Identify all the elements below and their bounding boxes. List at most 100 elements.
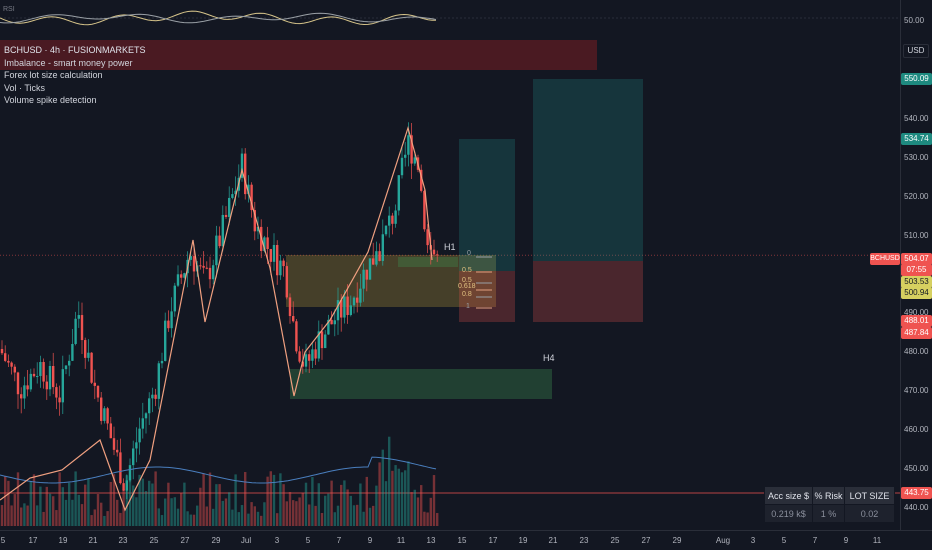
candle-body <box>384 225 388 235</box>
legend-indicator-vol[interactable]: Vol · Ticks <box>4 82 46 93</box>
price-tag-line: 443.75 <box>901 487 932 499</box>
volume-bar <box>285 501 288 526</box>
candle-body <box>7 360 10 363</box>
time-label: 21 <box>548 536 558 545</box>
zone-label-h4: H4 <box>543 353 555 363</box>
candle-body <box>32 373 36 377</box>
volume-bar <box>237 512 240 526</box>
volume-bar <box>205 506 208 526</box>
time-label: 13 <box>426 536 436 545</box>
candle-body <box>298 351 301 362</box>
time-label: 7 <box>336 536 342 545</box>
volume-bar <box>404 470 407 526</box>
time-label: 17 <box>28 536 38 545</box>
chart-area[interactable]: BCHUSD · 4h · FUSIONMARKETS Imbalance - … <box>0 0 900 530</box>
volume-bar <box>176 508 180 526</box>
volume-bar <box>39 486 42 526</box>
volume-bar <box>362 511 365 526</box>
volume-bar <box>10 505 13 526</box>
volume-bar <box>84 484 87 526</box>
candle-body <box>356 297 359 303</box>
volume-bar <box>23 503 26 526</box>
chart-canvas[interactable] <box>0 0 900 530</box>
candle-body <box>317 331 320 359</box>
lot-header-acc-size: Acc size $ <box>764 486 813 505</box>
lot-size-table: Acc size $ % Risk LOT SIZE 0.219 k$ 1 % … <box>764 486 895 523</box>
price-tag-sl1: 488.01 <box>901 315 932 327</box>
time-label: 19 <box>518 536 528 545</box>
time-label: 3 <box>274 536 280 545</box>
volume-bar <box>336 505 340 526</box>
candle-body <box>87 352 90 358</box>
chart-legend[interactable]: BCHUSD · 4h · FUSIONMARKETS Imbalance - … <box>4 44 146 107</box>
price-tick-540: 540.00 <box>904 114 929 123</box>
volume-bar <box>349 495 352 526</box>
volume-bar <box>423 511 426 526</box>
time-label: 23 <box>118 536 128 545</box>
candle-body <box>308 354 311 361</box>
volume-bar <box>13 494 16 526</box>
volume-bar <box>317 483 320 526</box>
candle-body <box>333 320 336 325</box>
candle-body <box>247 184 250 195</box>
volume-bar <box>330 480 333 526</box>
candle-body <box>250 184 253 211</box>
fib-label-1: 1 <box>466 303 470 310</box>
candle-body <box>397 175 400 211</box>
price-tick-520: 520.00 <box>904 192 929 201</box>
price-tick-490: 490.00 <box>904 308 929 317</box>
currency-button[interactable]: USD <box>903 44 929 58</box>
fib-label-0618: 0.618 <box>458 283 476 290</box>
candle-body <box>61 369 64 403</box>
candle-body <box>285 266 288 298</box>
long-position-target-1 <box>459 139 515 271</box>
volume-bar <box>138 474 141 526</box>
candle-body <box>343 296 346 318</box>
candle-body <box>394 210 397 224</box>
candle-body <box>122 483 125 491</box>
legend-indicator-volume-spike[interactable]: Volume spike detection <box>4 95 97 106</box>
volume-bar <box>96 494 100 526</box>
candle-body <box>276 244 279 276</box>
candle-body <box>263 237 266 251</box>
volume-bar <box>256 511 260 526</box>
volume-bar <box>304 482 308 526</box>
candle-body <box>77 315 80 319</box>
volume-bar <box>413 489 416 526</box>
volume-bar <box>20 507 23 526</box>
volume-bar <box>436 513 439 526</box>
volume-bar <box>276 513 279 526</box>
price-tick-510: 510.00 <box>904 231 929 240</box>
volume-bar <box>324 495 327 526</box>
candle-body <box>256 226 260 232</box>
candle-body <box>228 197 231 217</box>
candle-body <box>39 362 42 377</box>
volume-bar <box>240 505 244 526</box>
volume-bar <box>384 481 388 526</box>
legend-title[interactable]: BCHUSD · 4h · FUSIONMARKETS <box>4 45 146 55</box>
volume-bar <box>234 474 237 526</box>
legend-indicator-imbalance[interactable]: Imbalance - smart money power <box>4 57 133 68</box>
candle-body <box>295 321 298 352</box>
volume-bar <box>346 489 349 526</box>
volume-bar <box>160 515 164 526</box>
legend-indicator-lot-size[interactable]: Forex lot size calculation <box>4 70 103 81</box>
candle-body <box>180 274 183 278</box>
volume-bar <box>215 484 218 526</box>
volume-bar <box>244 472 247 526</box>
volume-bar <box>164 498 167 526</box>
volume-bar <box>189 514 192 526</box>
volume-bar <box>68 482 71 526</box>
candle-body <box>234 190 237 195</box>
time-axis[interactable]: 5 17 19 21 23 25 27 29 Jul 3 5 7 9 11 13 15 17 19 21 23 25 27… <box>0 530 932 550</box>
candle-body <box>324 334 327 349</box>
candle-body <box>221 214 224 247</box>
candle-body <box>135 442 138 449</box>
time-label: 25 <box>149 536 159 545</box>
time-label: 3 <box>750 536 756 545</box>
volume-bar <box>221 500 224 526</box>
price-tag-fib-b: 500.94 <box>901 287 932 299</box>
price-tag-symbol: BCHUSD <box>870 253 900 265</box>
candle-body <box>116 449 119 453</box>
candle-body <box>106 408 109 424</box>
